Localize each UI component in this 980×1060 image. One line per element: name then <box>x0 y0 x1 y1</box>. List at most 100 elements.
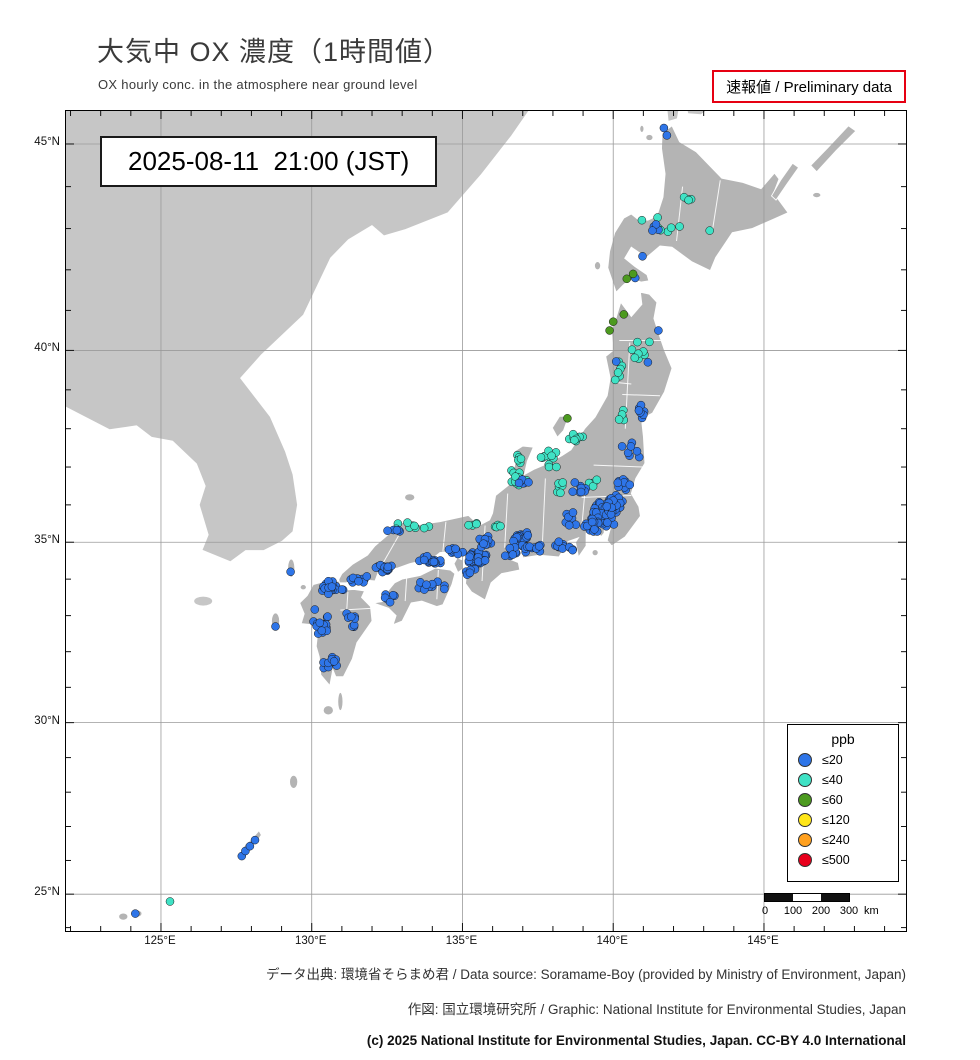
legend-item-label: ≤500 <box>822 853 850 867</box>
station-dot <box>496 521 505 531</box>
station-dot <box>552 462 561 472</box>
legend-item: ≤120 <box>798 813 888 827</box>
station-dot <box>323 612 332 621</box>
station-dot <box>617 442 627 451</box>
station-dot <box>608 317 618 326</box>
station-dot <box>429 557 439 567</box>
station-dot <box>603 518 612 527</box>
station-dot <box>329 657 339 666</box>
legend-item: ≤60 <box>798 793 888 807</box>
station-dot <box>619 310 629 319</box>
station-dot <box>632 446 642 456</box>
station-dot <box>568 487 577 496</box>
station-dot <box>563 414 572 423</box>
station-dot <box>554 537 564 546</box>
station-dot <box>500 551 510 561</box>
lon-axis-label: 145°E <box>747 935 779 947</box>
station-dot <box>354 577 363 586</box>
station-dot <box>464 520 473 530</box>
lat-axis-label: 30°N <box>34 714 60 727</box>
lon-axis-label: 140°E <box>596 935 628 947</box>
map: 2025-08-11 21:00 (JST) ppb ≤20 ≤40 ≤60 ≤… <box>65 110 907 932</box>
station-dot <box>614 415 624 424</box>
legend-item-label: ≤120 <box>822 813 850 827</box>
station-dot <box>637 215 647 225</box>
station-dot <box>628 269 638 279</box>
station-dot <box>523 531 533 540</box>
station-dot <box>410 521 419 531</box>
station-dot <box>630 353 640 363</box>
station-dot <box>419 555 429 565</box>
station-dot <box>675 222 684 231</box>
legend-color-dot <box>798 853 812 867</box>
station-dot <box>165 897 175 906</box>
station-dot <box>643 358 653 367</box>
station-dot <box>705 226 714 235</box>
station-dot <box>347 612 356 621</box>
station-dot <box>131 909 140 918</box>
station-dot <box>516 454 526 464</box>
station-dot <box>465 568 475 578</box>
station-dot <box>392 525 402 535</box>
station-dot <box>587 517 597 527</box>
station-dot <box>645 337 654 347</box>
station-dot <box>626 442 636 451</box>
station-dot <box>590 525 599 534</box>
legend-color-dot <box>798 813 812 827</box>
legend-color-dot <box>798 753 812 767</box>
landmass-layer <box>66 111 857 921</box>
station-dot <box>654 326 663 335</box>
timestamp-box: 2025-08-11 21:00 (JST) <box>100 136 438 187</box>
legend-color-dot <box>798 833 812 847</box>
station-dot <box>666 223 676 232</box>
lon-axis-label: 125°E <box>144 935 176 947</box>
japan-map-svg <box>66 111 906 931</box>
lon-axis-label: 130°E <box>294 935 327 947</box>
axis-ticks-layer <box>66 111 906 931</box>
station-dot <box>613 368 623 377</box>
station-dot <box>662 131 672 140</box>
station-dot <box>271 622 280 631</box>
scale-bar-strip <box>764 893 850 902</box>
page-title: 大気中 OX 濃度（1時間値） <box>97 37 452 67</box>
station-dot <box>556 488 565 498</box>
page-subtitle: OX hourly conc. in the atmosphere near g… <box>98 77 418 92</box>
station-dot <box>638 252 647 261</box>
station-dot <box>419 523 429 533</box>
legend: ppb ≤20 ≤40 ≤60 ≤120 ≤240 <box>787 724 899 882</box>
legend-item-label: ≤20 <box>822 753 843 767</box>
station-dot <box>337 585 347 594</box>
station-dot <box>451 544 460 554</box>
legend-item: ≤40 <box>798 773 888 787</box>
station-dot <box>633 337 642 347</box>
station-dot <box>570 435 579 445</box>
station-dot <box>422 580 431 589</box>
station-dot <box>634 406 644 415</box>
station-dot <box>547 451 556 461</box>
legend-item: ≤240 <box>798 833 888 847</box>
station-dot <box>684 195 693 205</box>
footer: データ出典: 環境省そらまめ君 / Data source: Soramame-… <box>0 963 906 1060</box>
station-dot <box>315 618 325 628</box>
station-dot <box>385 597 395 607</box>
station-dot <box>592 475 602 485</box>
station-dot <box>605 326 614 335</box>
station-dot <box>286 567 295 577</box>
station-dot <box>383 526 392 535</box>
station-dot <box>362 572 372 581</box>
lon-axis-label: 135°E <box>445 935 478 947</box>
station-dot <box>622 274 632 284</box>
station-dot <box>514 478 524 488</box>
station-dot <box>659 123 669 133</box>
legend-item-label: ≤240 <box>822 833 850 847</box>
station-dot <box>465 552 474 562</box>
lat-axis-label: 40°N <box>34 342 60 355</box>
station-dot <box>440 584 449 594</box>
legend-item-label: ≤40 <box>822 773 843 787</box>
station-dot <box>625 480 635 490</box>
legend-color-dot <box>798 793 812 807</box>
station-dot <box>568 545 577 555</box>
legend-item: ≤500 <box>798 853 888 867</box>
station-dot <box>564 521 574 530</box>
